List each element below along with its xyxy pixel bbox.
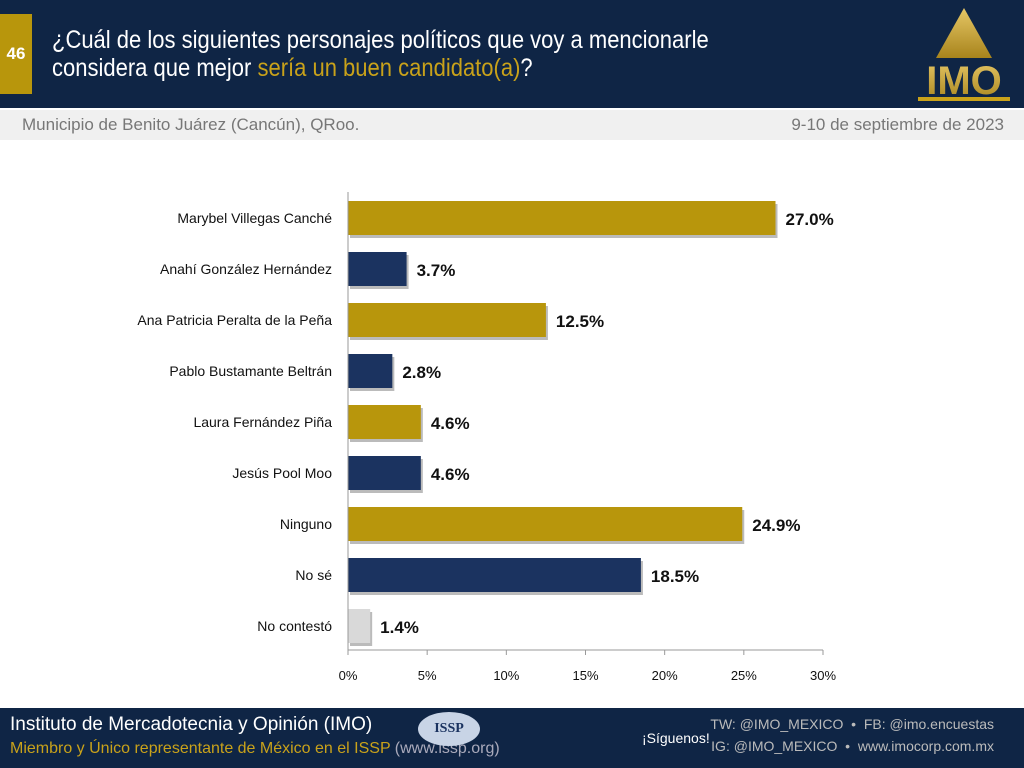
data-label: 18.5% xyxy=(651,567,699,586)
data-label: 24.9% xyxy=(752,516,800,535)
member-text: Miembro y Único representante de México … xyxy=(10,740,391,757)
data-label: 3.7% xyxy=(417,261,456,280)
bar xyxy=(348,507,743,541)
issp-link[interactable]: (www.issp.org) xyxy=(394,740,500,757)
title-end: ? xyxy=(520,54,533,82)
category-label: Jesús Pool Moo xyxy=(232,465,332,481)
x-tick-label: 5% xyxy=(418,668,437,683)
title-highlight: sería un buen candidato(a) xyxy=(257,54,521,82)
category-label: Anahí González Hernández xyxy=(160,261,332,277)
x-tick-label: 10% xyxy=(493,668,519,683)
social-line-1: TW: @IMO_MEXICO • FB: @imo.encuestas xyxy=(710,716,994,732)
data-label: 4.6% xyxy=(431,414,470,433)
x-tick-label: 30% xyxy=(810,668,836,683)
bar xyxy=(348,609,371,643)
category-label: Ana Patricia Peralta de la Peña xyxy=(137,312,332,328)
x-tick-label: 0% xyxy=(339,668,358,683)
category-label: Ninguno xyxy=(280,516,332,532)
bar xyxy=(348,252,407,286)
x-tick-label: 25% xyxy=(731,668,757,683)
data-label: 1.4% xyxy=(380,618,419,637)
page-title: ¿Cuál de los siguientes personajes polít… xyxy=(52,26,809,82)
svg-text:IMO: IMO xyxy=(926,59,1002,102)
category-label: No sé xyxy=(295,567,332,583)
bar-chart: Marybel Villegas Canché 27.0% Anahí Gonzál… xyxy=(137,192,836,683)
location: Municipio de Benito Juárez (Cancún), QRo… xyxy=(22,115,360,134)
bar xyxy=(348,201,776,235)
subheader: Municipio de Benito Juárez (Cancún), QRo… xyxy=(0,110,1024,140)
category-label: Marybel Villegas Canché xyxy=(177,210,332,226)
footer: Instituto de Mercadotecnia y Opinión (IM… xyxy=(0,708,1024,768)
bar xyxy=(348,456,421,490)
bar xyxy=(348,303,546,337)
bar xyxy=(348,354,393,388)
data-label: 4.6% xyxy=(431,465,470,484)
title-text: ¿Cuál de los siguientes personajes polít… xyxy=(52,26,709,82)
bar xyxy=(348,405,421,439)
header: 46 ¿Cuál de los siguientes personajes po… xyxy=(0,0,1024,108)
category-label: Pablo Bustamante Beltrán xyxy=(169,363,332,379)
data-label: 27.0% xyxy=(786,210,834,229)
x-tick-label: 20% xyxy=(652,668,678,683)
slide-number: 46 xyxy=(0,14,32,94)
bar xyxy=(348,558,641,592)
category-label: Laura Fernández Piña xyxy=(193,414,332,430)
data-label: 2.8% xyxy=(402,363,441,382)
survey-date: 9-10 de septiembre de 2023 xyxy=(791,115,1004,134)
x-tick-label: 15% xyxy=(572,668,598,683)
category-label: No contestó xyxy=(257,618,332,634)
imo-logo: IMO xyxy=(918,8,1010,102)
social-line-2: IG: @IMO_MEXICO • www.imocorp.com.mx xyxy=(711,738,994,754)
data-label: 12.5% xyxy=(556,312,604,331)
org-name: Instituto de Mercadotecnia y Opinión (IM… xyxy=(10,714,373,735)
follow-label: ¡Síguenos! xyxy=(642,730,710,746)
issp-logo: ISSP xyxy=(418,712,480,746)
